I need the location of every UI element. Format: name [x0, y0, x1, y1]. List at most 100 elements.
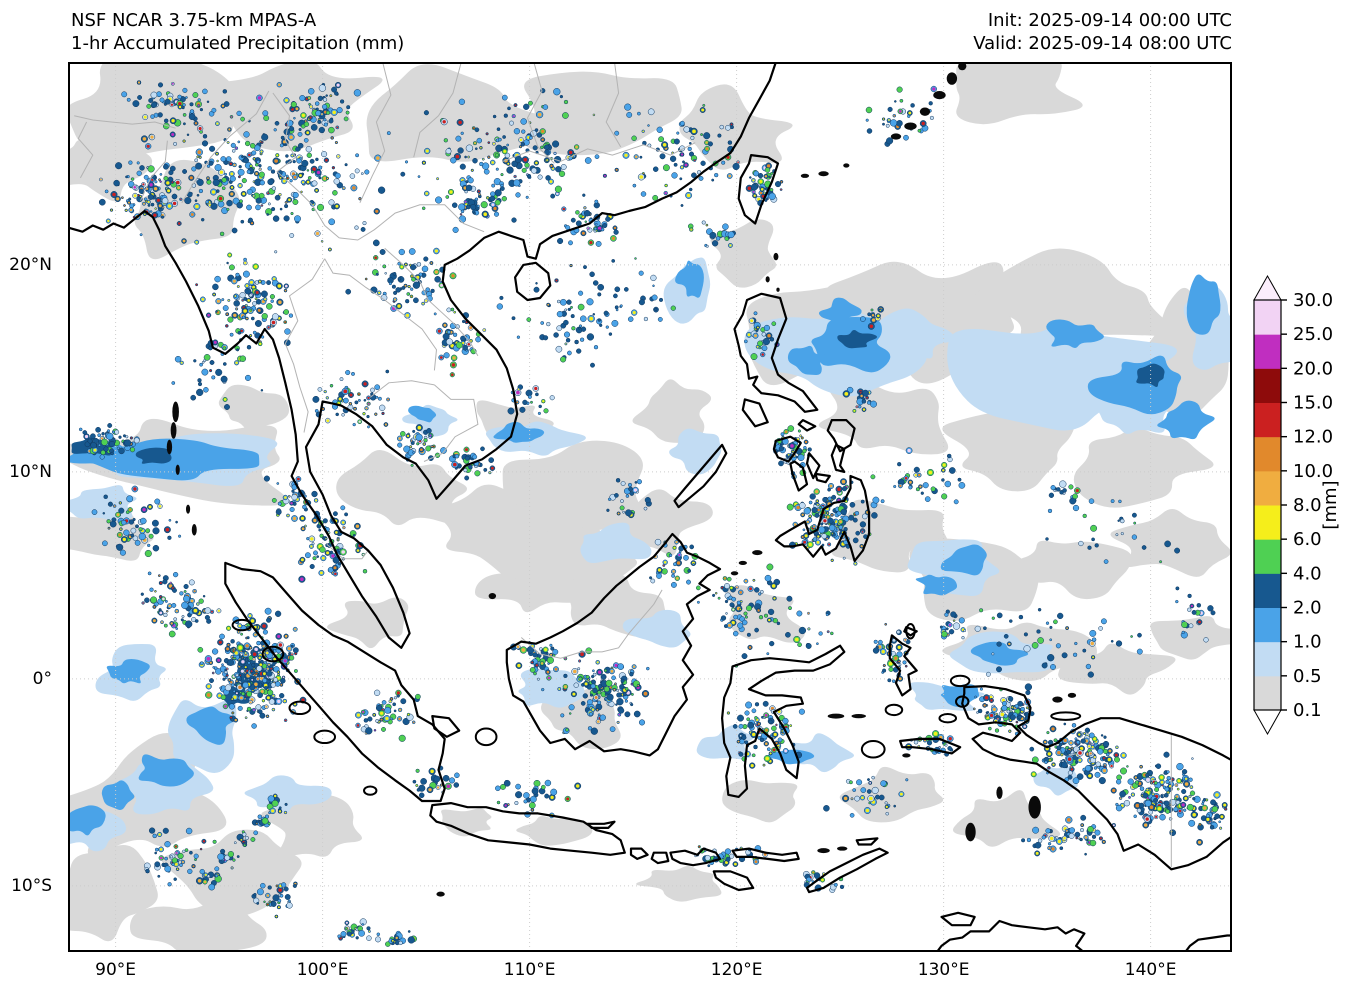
precip-cell-core	[280, 684, 283, 686]
precip-cell	[194, 199, 198, 203]
precip-cell-core	[224, 705, 227, 708]
precip-cell-core	[953, 620, 955, 622]
precip-cell	[363, 398, 367, 402]
precip-patch	[874, 308, 956, 359]
precip-cell-core	[1150, 782, 1153, 784]
precip-cell	[260, 389, 264, 392]
precip-cell	[576, 348, 582, 354]
precip-cell	[814, 502, 817, 505]
precip-cell-core	[171, 119, 175, 123]
precip-cell	[339, 99, 345, 104]
precip-cell	[191, 166, 197, 172]
precip-cell-core	[278, 643, 283, 647]
precip-cell-core	[166, 610, 168, 612]
precip-cell-core	[862, 408, 866, 411]
precip-cell-core	[467, 343, 471, 346]
precip-cell	[271, 186, 276, 191]
precip-cell	[711, 178, 715, 182]
precip-cell	[246, 706, 252, 712]
precip-cell-core	[1155, 815, 1158, 819]
precip-cell	[343, 397, 349, 404]
precip-cell	[318, 84, 327, 92]
precip-cell-core	[801, 513, 804, 516]
precip-cell	[150, 114, 155, 119]
precip-cell-core	[328, 248, 331, 251]
precip-cell-core	[170, 582, 172, 584]
precip-cell-core	[1181, 803, 1185, 807]
precip-cell	[739, 734, 743, 738]
precip-cell	[1023, 632, 1028, 637]
precip-cell-core	[375, 413, 377, 416]
precip-cell-core	[321, 113, 323, 116]
precip-cell-core	[1078, 751, 1082, 755]
precip-cell	[239, 355, 247, 362]
precip-cell	[669, 155, 677, 162]
precip-patch	[622, 609, 691, 648]
precip-cell-core	[260, 150, 263, 153]
precip-cell	[741, 653, 748, 660]
precip-cell	[202, 594, 206, 598]
precip-cell	[540, 145, 544, 150]
precip-cell-core	[133, 186, 136, 189]
precip-cell-core	[207, 313, 210, 317]
precip-cell-core	[408, 285, 410, 288]
precip-cell	[769, 337, 775, 342]
precip-cell	[196, 193, 200, 197]
precip-cell	[1093, 766, 1098, 770]
precip-cell	[542, 104, 549, 110]
precip-cell-core	[429, 434, 432, 437]
precip-cell	[812, 537, 818, 542]
precip-cell	[240, 632, 244, 636]
precip-cell-core	[565, 343, 567, 345]
precip-cell	[125, 175, 128, 179]
precip-cell	[602, 223, 608, 229]
precip-cell-core	[1070, 766, 1072, 768]
precip-cell-core	[1145, 817, 1149, 821]
precip-cell-core	[253, 158, 256, 160]
precip-cell	[629, 671, 634, 677]
precip-cell	[987, 726, 992, 731]
precip-cell-core	[517, 663, 521, 668]
precip-cell-core	[1016, 721, 1018, 723]
precip-cell	[229, 175, 236, 182]
precip-cell	[412, 779, 417, 784]
precip-cell	[322, 97, 328, 102]
precip-cell-core	[226, 647, 230, 651]
precip-cell	[284, 894, 291, 900]
precip-cell	[1023, 645, 1031, 653]
precip-cell	[582, 693, 588, 699]
precip-cell	[474, 127, 480, 133]
precip-cell	[1145, 773, 1150, 778]
precip-cell	[1046, 731, 1050, 735]
precip-cell-core	[482, 158, 484, 160]
precip-cell	[882, 668, 887, 673]
precip-cell	[580, 701, 586, 706]
precip-cell	[1176, 762, 1184, 771]
precip-cell-core	[747, 186, 752, 191]
precip-cell	[746, 632, 751, 637]
precip-cell	[1085, 663, 1092, 670]
precip-cell-core	[549, 180, 553, 184]
precip-cell	[274, 250, 278, 254]
precip-cell	[152, 174, 157, 179]
precip-cell	[231, 149, 236, 153]
precip-cell	[392, 702, 397, 707]
precip-cell	[595, 222, 598, 226]
precip-cell	[633, 710, 641, 718]
precip-cell	[1044, 760, 1048, 765]
precip-cell	[312, 556, 317, 561]
precip-cell	[727, 231, 735, 239]
precip-cell-core	[1088, 745, 1091, 748]
precip-cell	[774, 181, 782, 188]
precip-cell	[212, 839, 217, 844]
precip-patch	[1033, 766, 1078, 796]
precip-cell	[1047, 842, 1052, 846]
precip-cell	[316, 203, 325, 211]
precip-cell	[624, 699, 629, 703]
precip-cell	[582, 193, 586, 197]
precip-cell	[926, 740, 933, 746]
precip-cell	[1164, 786, 1170, 792]
precip-cell-core	[675, 540, 678, 544]
precip-cell	[245, 657, 249, 661]
x-tick-label: 120°E	[710, 960, 763, 980]
